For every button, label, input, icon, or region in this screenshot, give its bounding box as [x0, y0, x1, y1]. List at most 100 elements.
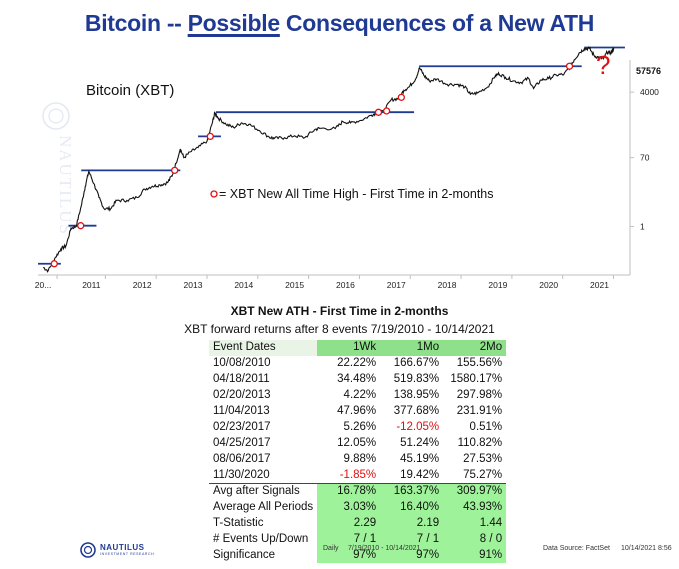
table-row: 10/08/2010 22.22% 166.67% 155.56% — [209, 355, 507, 372]
table-summary-row: Significance 97% 97% 91% — [209, 547, 507, 564]
table-cell: 166.67% — [380, 355, 444, 372]
table-cell: # Events Up/Down — [209, 531, 318, 548]
table-cell: 10/08/2010 — [213, 357, 271, 370]
table-cell: Avg after Signals — [209, 483, 318, 500]
x-tick-label: 2021 — [590, 280, 609, 290]
table-row: 04/18/2011 34.48% 519.83% 1580.17% — [209, 371, 507, 388]
table-cell: 519.83% — [380, 371, 444, 388]
table-cell: 51.24% — [380, 435, 444, 452]
footer-periodicity: Daily — [323, 545, 339, 552]
table-row: 04/25/2017 12.05% 51.24% 110.82% — [209, 435, 507, 452]
logo-tagline: INVESTMENT RESEARCH — [100, 552, 155, 556]
x-tick-label: 2016 — [336, 280, 355, 290]
table-cell: T-Statistic — [209, 515, 318, 532]
legend-text: = XBT New All Time High - First Time in … — [219, 187, 494, 201]
table-cell: 45.19% — [380, 451, 444, 468]
table-cell: 110.82% — [443, 435, 507, 452]
table-row: 02/23/2017 5.26% -12.05% 0.51% — [209, 419, 507, 436]
x-tick-label: 2019 — [488, 280, 507, 290]
table-summary-row: T-Statistic 2.29 2.19 1.44 — [209, 515, 507, 532]
table-cell: 7 / 1 — [317, 531, 381, 548]
x-ticks: 20... 2011 2012 2013 2014 2015 2016 2017 2018 201… — [35, 275, 615, 290]
ath-event-marker — [77, 222, 85, 230]
x-tick-label: 2011 — [82, 280, 101, 290]
table-cell: 297.98% — [443, 387, 507, 404]
price-chart: NAUTILUS 20... 2011 2012 2013 2014 2015 2016 20… — [35, 46, 661, 290]
table-cell: 2Mo — [443, 340, 507, 356]
table-cell: Average All Periods — [209, 499, 318, 516]
table-cell: 309.97% — [443, 483, 507, 500]
x-tick-label: 2014 — [234, 280, 253, 290]
table-cell: 231.91% — [443, 403, 507, 420]
table-title: XBT New ATH - First Time in 2-months — [230, 304, 449, 318]
table-row: 08/06/2017 9.88% 45.19% 27.53% — [209, 451, 507, 468]
table-cell: 2.29 — [317, 515, 381, 532]
table-cell: 43.93% — [443, 499, 507, 516]
table-cell: 0.51% — [443, 419, 507, 436]
y-tick-label: 4000 — [640, 87, 659, 97]
table-cell: 22.22% — [317, 355, 381, 372]
table-cell: 02/23/2017 — [213, 420, 271, 433]
y-tick-label: 1 — [640, 221, 645, 231]
series-label: Bitcoin (XBT) — [86, 82, 174, 99]
table-cell: 2.19 — [380, 515, 444, 532]
table-cell: 19.42% — [380, 467, 444, 484]
table-row: 02/20/2013 4.22% 138.95% 297.98% — [209, 387, 507, 404]
returns-table: Event Dates 1Wk 1Mo 2Mo 10/08/2010 22.22% 166.… — [209, 340, 507, 564]
legend-marker-icon — [210, 190, 218, 198]
table-cell: 47.96% — [317, 403, 381, 420]
x-tick-label: 20... — [35, 280, 52, 290]
ath-event-marker — [50, 260, 58, 268]
footer-source: Data Source: FactSet — [543, 545, 610, 552]
table-cell: 3.03% — [317, 499, 381, 516]
table-cell: 5.26% — [317, 419, 381, 436]
table-cell: 11/30/2020 — [213, 468, 270, 481]
nautilus-logo-icon — [80, 542, 96, 558]
footer-range: 7/19/2010 - 10/14/2021 — [348, 545, 421, 552]
table-cell: 4.22% — [317, 387, 381, 404]
table-cell: 16.40% — [380, 499, 444, 516]
last-value-label: 57576 — [636, 66, 661, 76]
table-cell: -12.05% — [380, 419, 444, 436]
table-cell: 91% — [443, 547, 507, 564]
table-cell: 163.37% — [380, 483, 444, 500]
ath-levels — [38, 46, 625, 265]
table-cell: 1.44 — [443, 515, 507, 532]
table-cell: 8 / 0 — [443, 531, 507, 548]
table-cell: -1.85% — [317, 467, 381, 484]
ath-event-marker — [382, 107, 391, 115]
y-ticks: 4000 70 1 — [630, 87, 659, 231]
y-tick-label: 70 — [640, 153, 650, 163]
x-tick-label: 2017 — [387, 280, 406, 290]
table-cell: Significance — [209, 547, 318, 564]
table-cell: 1Wk — [317, 340, 381, 356]
ath-markers — [50, 62, 574, 268]
table-summary-row: Average All Periods 3.03% 16.40% 43.93% — [209, 499, 507, 516]
table-cell: 138.95% — [380, 387, 444, 404]
nautilus-watermark: NAUTILUS — [42, 102, 75, 236]
table-cell: 97% — [380, 547, 444, 564]
x-tick-label: 2012 — [133, 280, 152, 290]
table-cell: 97% — [317, 547, 381, 564]
ath-event-marker — [171, 166, 179, 174]
table-summary-row: Avg after Signals 16.78% 163.37% 309.97% — [209, 483, 507, 500]
table-row: 11/30/2020 -1.85% 19.42% 75.27% — [209, 467, 507, 484]
table-cell: Event Dates — [209, 340, 318, 356]
logo-name: NAUTILUS — [100, 543, 145, 552]
ath-event-marker — [397, 93, 405, 101]
table-cell: 155.56% — [443, 355, 507, 372]
x-tick-label: 2015 — [285, 280, 304, 290]
table-cell: 1Mo — [380, 340, 444, 356]
table-cell: 02/20/2013 — [213, 389, 271, 402]
table-cell: 7 / 1 — [380, 531, 444, 548]
table-row: 11/04/2013 47.96% 377.68% 231.91% — [209, 403, 507, 420]
x-tick-label: 2018 — [438, 280, 457, 290]
table-subtitle: XBT forward returns after 8 events 7/19/… — [184, 322, 495, 336]
ath-event-marker — [206, 132, 214, 141]
x-tick-label: 2013 — [184, 280, 203, 290]
ath-event-marker — [565, 62, 574, 70]
table-cell: 27.53% — [443, 451, 507, 468]
table-cell: 377.68% — [380, 403, 444, 420]
table-cell: 12.05% — [317, 435, 381, 452]
